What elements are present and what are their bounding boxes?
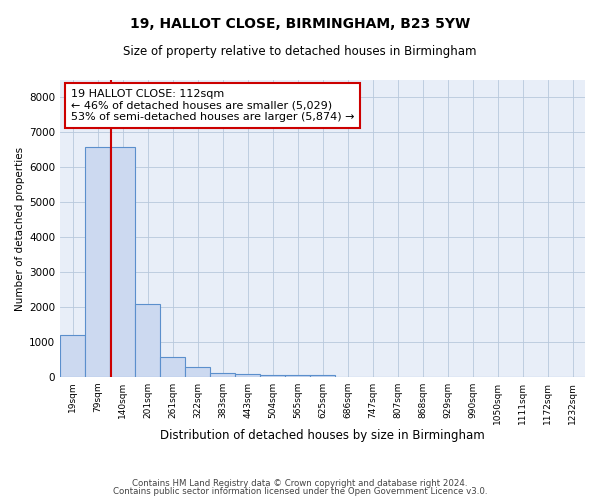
Bar xyxy=(185,367,210,377)
Text: 19 HALLOT CLOSE: 112sqm
← 46% of detached houses are smaller (5,029)
53% of semi: 19 HALLOT CLOSE: 112sqm ← 46% of detache… xyxy=(71,89,354,122)
Bar xyxy=(135,304,160,377)
Text: Contains public sector information licensed under the Open Government Licence v3: Contains public sector information licen… xyxy=(113,488,487,496)
Bar xyxy=(285,375,310,377)
Y-axis label: Number of detached properties: Number of detached properties xyxy=(15,146,25,310)
Bar xyxy=(110,147,135,377)
Bar xyxy=(160,356,185,377)
Bar xyxy=(210,373,235,377)
Bar xyxy=(260,375,285,377)
Bar xyxy=(85,147,110,377)
Text: 19, HALLOT CLOSE, BIRMINGHAM, B23 5YW: 19, HALLOT CLOSE, BIRMINGHAM, B23 5YW xyxy=(130,18,470,32)
Bar xyxy=(310,375,335,377)
Text: Contains HM Land Registry data © Crown copyright and database right 2024.: Contains HM Land Registry data © Crown c… xyxy=(132,478,468,488)
X-axis label: Distribution of detached houses by size in Birmingham: Distribution of detached houses by size … xyxy=(160,430,485,442)
Bar xyxy=(60,335,85,377)
Text: Size of property relative to detached houses in Birmingham: Size of property relative to detached ho… xyxy=(123,45,477,58)
Bar xyxy=(235,374,260,377)
